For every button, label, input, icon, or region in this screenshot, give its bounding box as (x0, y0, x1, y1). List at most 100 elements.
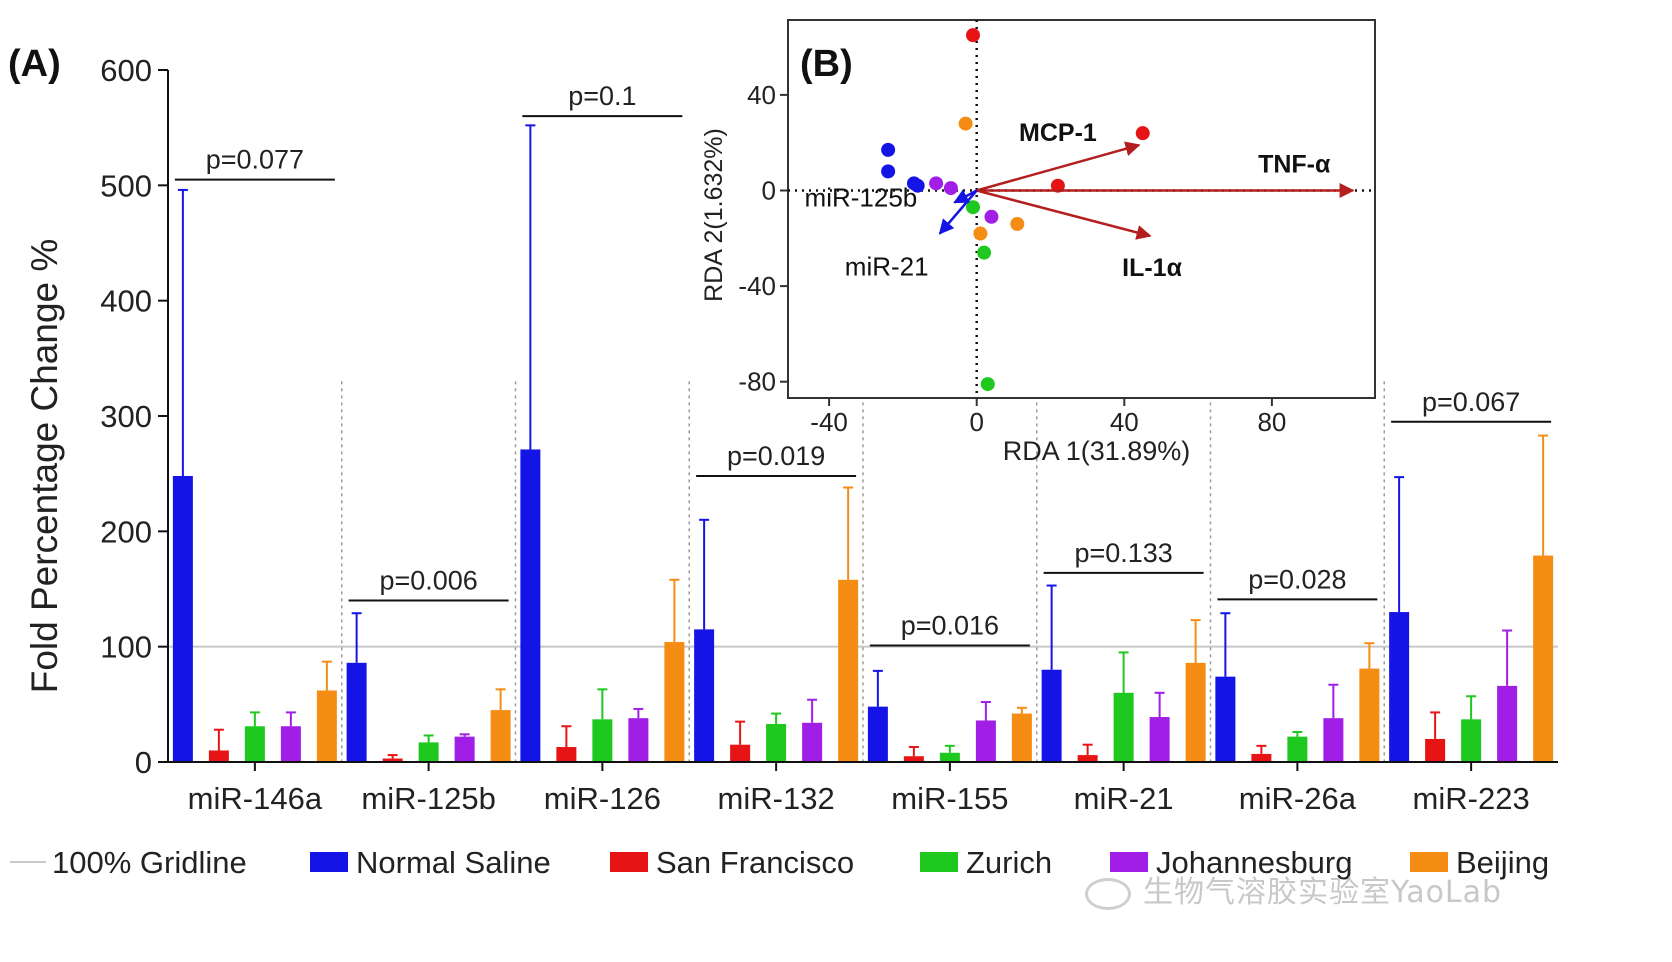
legend-swatch-Johannesburg (1110, 852, 1148, 872)
point-Normal-Saline (881, 164, 896, 179)
bar-miR-132-San-Francisco (730, 744, 751, 762)
legend-swatch-Beijing (1410, 852, 1448, 872)
y-tick-label: 400 (100, 284, 152, 319)
panel-a-label: (A) (8, 43, 61, 85)
point-San-Francisco (1050, 178, 1065, 193)
point-San-Francisco (966, 28, 981, 43)
scatter-panel-b: MCP-1 TNF-α IL-1α miR-125b miR-21 -40 0 40 80 40 0… (700, 19, 1376, 466)
point-Johannesburg (929, 176, 944, 191)
x-tick-label: miR-126 (544, 781, 661, 816)
bar-miR-26a-Johannesburg (1323, 718, 1344, 762)
vector-arrow-miR-125b (953, 189, 978, 204)
panel-b-label: (B) (800, 43, 853, 85)
y-tick-label: 0 (135, 745, 152, 780)
legend-gridline-label: 100% Gridline (52, 845, 247, 880)
legend-label-San-Francisco: San Francisco (656, 845, 854, 880)
bar-miR-126-Johannesburg (628, 718, 649, 762)
bar-miR-223-Beijing (1533, 555, 1554, 762)
bar-miR-21-Normal-Saline (1041, 669, 1062, 762)
p-value-label: p=0.028 (1248, 564, 1346, 594)
bar-miR-21-San-Francisco (1077, 755, 1098, 762)
y-tick-label: 100 (100, 630, 152, 665)
p-value-label: p=0.1 (568, 81, 636, 111)
point-Johannesburg (984, 209, 999, 224)
vector-label: IL-1α (1122, 254, 1182, 282)
bar-miR-146a-San-Francisco (208, 750, 229, 762)
bar-miR-146a-Beijing (316, 690, 337, 762)
bar-miR-26a-Normal-Saline (1215, 676, 1236, 762)
bar-miR-126-Beijing (664, 642, 685, 762)
y-tick-label: 200 (100, 514, 152, 549)
x-tick-label: miR-125b (361, 781, 495, 816)
y-tick-label: 500 (100, 168, 152, 203)
bar-miR-146a-Zurich (244, 726, 265, 762)
bar-miR-125b-Zurich (418, 742, 439, 762)
x-tick-label: 80 (1257, 407, 1286, 437)
point-Beijing (1010, 216, 1025, 231)
bar-miR-26a-Zurich (1287, 736, 1308, 762)
x-tick-label: miR-155 (891, 781, 1008, 816)
point-San-Francisco (1135, 126, 1150, 141)
x-tick-label: 40 (1110, 407, 1139, 437)
bar-miR-125b-Johannesburg (454, 736, 475, 762)
legend-label-Normal-Saline: Normal Saline (356, 845, 551, 880)
y-tick-label: 40 (747, 80, 776, 110)
y-tick-label: -80 (738, 367, 776, 397)
y-axis-title: RDA 2(1.632%) (700, 128, 728, 302)
legend-label-Beijing: Beijing (1456, 845, 1549, 880)
bar-miR-223-Zurich (1461, 719, 1482, 762)
bar-miR-146a-Normal-Saline (172, 475, 193, 762)
bar-miR-126-San-Francisco (556, 747, 577, 762)
bar-miR-155-San-Francisco (903, 756, 924, 762)
legend-swatch-San-Francisco (610, 852, 648, 872)
x-tick-label: -40 (810, 407, 848, 437)
y-axis-title: Fold Percentage Change % (24, 239, 65, 694)
bar-miR-21-Zurich (1113, 692, 1134, 762)
bar-miR-132-Johannesburg (802, 722, 823, 762)
bar-miR-132-Normal-Saline (694, 629, 715, 762)
point-Normal-Saline (910, 178, 925, 193)
point-Normal-Saline (881, 142, 896, 157)
bar-miR-132-Beijing (838, 579, 859, 762)
vector-label: MCP-1 (1019, 119, 1097, 147)
y-tick-label: -40 (738, 271, 776, 301)
bar-miR-223-Normal-Saline (1389, 612, 1410, 762)
x-tick-label: miR-223 (1413, 781, 1530, 816)
p-value-label: p=0.006 (379, 566, 477, 596)
watermark: 生物气溶胶实验室YaoLab (1085, 867, 1502, 911)
p-value-label: p=0.016 (901, 611, 999, 641)
y-tick-label: 0 (762, 176, 776, 206)
bar-miR-21-Johannesburg (1149, 717, 1170, 762)
x-tick-label: miR-146a (188, 781, 323, 816)
x-tick-label: miR-21 (1074, 781, 1174, 816)
point-Zurich (980, 377, 995, 392)
x-tick-label: 0 (969, 407, 983, 437)
legend-swatch-Normal-Saline (310, 852, 348, 872)
vector-arrow-MCP-1 (976, 141, 1141, 192)
bar-miR-125b-Beijing (490, 710, 511, 762)
legend: 100% Gridline Normal Saline San Francisco Z… (10, 845, 1549, 880)
p-value-label: p=0.019 (727, 441, 825, 471)
point-Zurich (977, 245, 992, 260)
bar-miR-26a-Beijing (1359, 668, 1380, 762)
p-value-label: p=0.067 (1422, 387, 1520, 417)
inset-plot-frame (787, 19, 1376, 399)
point-Beijing (973, 226, 988, 241)
bar-miR-132-Zurich (766, 723, 787, 762)
watermark-text: 生物气溶胶实验室YaoLab (1143, 875, 1503, 910)
legend-label-Johannesburg: Johannesburg (1156, 845, 1353, 880)
bar-miR-155-Johannesburg (975, 720, 996, 762)
bar-miR-21-Beijing (1185, 662, 1206, 762)
point-Johannesburg (943, 181, 958, 196)
bar-miR-125b-San-Francisco (382, 758, 403, 762)
x-tick-label: miR-26a (1239, 781, 1357, 816)
bar-miR-125b-Normal-Saline (346, 662, 367, 762)
point-Zurich (966, 200, 981, 215)
point-Beijing (958, 116, 973, 131)
vector-label: TNF-α (1258, 151, 1331, 179)
bar-miR-223-San-Francisco (1425, 738, 1446, 762)
bar-miR-223-Johannesburg (1497, 685, 1518, 762)
y-tick-label: 300 (100, 399, 152, 434)
vector-label: miR-21 (845, 252, 929, 282)
